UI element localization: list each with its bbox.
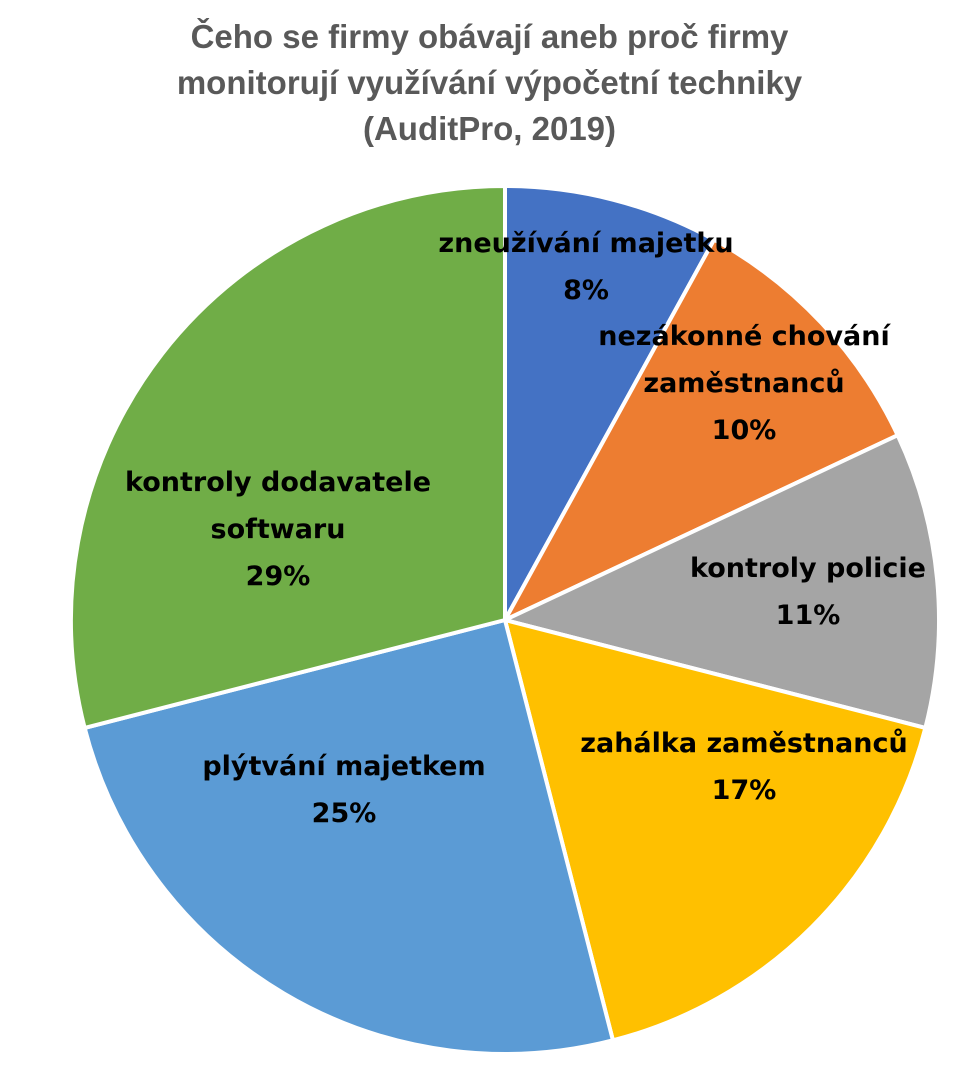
slice-category-label: zaměstnanců	[643, 368, 844, 399]
chart-title-line-3: (AuditPro, 2019)	[362, 110, 617, 147]
slice-data-label-3: kontroly policie 11%	[690, 553, 926, 631]
slice-category-label: kontroly policie	[690, 553, 926, 584]
slice-category-label: softwaru	[211, 514, 346, 545]
pie-slice-4	[503, 618, 928, 1043]
slice-category-label: zahálka zaměstnanců	[580, 728, 907, 759]
slice-data-label-2: nezákonné chování zaměstnanců 10%	[598, 321, 891, 446]
chart-title: Čeho se firmy obávají aneb proč firmy mo…	[0, 14, 979, 152]
slice-category-label: nezákonné chování	[598, 321, 891, 352]
slice-data-label-6: kontroly dodavatele softwaru 29%	[125, 467, 431, 592]
pie-slice-6	[69, 184, 507, 730]
slice-value-label: 8%	[563, 275, 609, 306]
slice-value-label: 17%	[712, 775, 777, 806]
slice-value-label: 29%	[246, 561, 311, 592]
slice-value-label: 25%	[312, 798, 377, 829]
slice-value-label: 10%	[712, 415, 777, 446]
slice-category-label: zneužívání majetku	[438, 228, 733, 259]
slice-category-label: plýtvání majetkem	[202, 751, 485, 782]
slice-data-label-1: zneužívání majetku 8%	[438, 228, 733, 306]
slice-data-label-5: plýtvání majetkem 25%	[202, 751, 485, 829]
chart-title-line-1: Čeho se firmy obávají aneb proč firmy	[190, 18, 789, 55]
pie-labels: zneužívání majetku 8% nezákonné chování zam…	[125, 228, 926, 829]
chart-title-line-2: monitorují využívání výpočetní techniky	[176, 64, 803, 101]
slice-data-label-4: zahálka zaměstnanců 17%	[580, 728, 907, 806]
pie-slice-1	[503, 184, 717, 622]
pie-slice-2	[503, 237, 900, 622]
pie-slice-5	[82, 618, 615, 1056]
slice-value-label: 11%	[776, 600, 841, 631]
pie-slice-3	[503, 433, 941, 730]
slice-category-label: kontroly dodavatele	[125, 467, 431, 498]
pie-slices	[69, 184, 941, 1056]
